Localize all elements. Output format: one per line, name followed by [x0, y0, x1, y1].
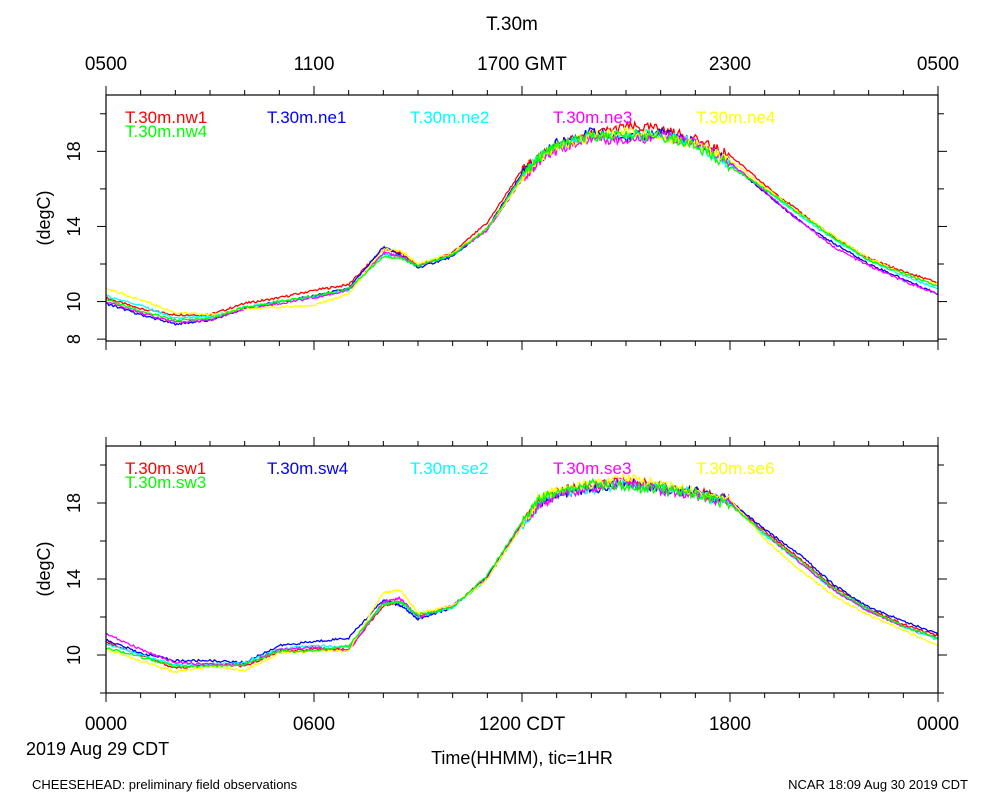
top-panel-frame [105, 94, 939, 342]
top-tick-label-0: 0500 [85, 54, 127, 75]
legend-entry-T-30m-ne1: T.30m.ne1 [267, 108, 346, 127]
bottom-tick-label-3: 1800 [709, 714, 751, 735]
legend-entry-T-30m-nw4: T.30m.nw4 [125, 122, 207, 141]
legend-entry-T-30m-sw3: T.30m.sw3 [125, 473, 206, 492]
series-line-T-30m-nw1 [105, 120, 938, 317]
top-tick-label-4: 0500 [917, 54, 959, 75]
bottom-tick-label-2: 1200 CDT [479, 714, 566, 735]
series-line-T-30m-ne4 [105, 126, 939, 316]
top-tick-label-3: 2300 [709, 54, 751, 75]
footer-right-credit: NCAR 18:09 Aug 30 2019 CDT [788, 777, 968, 792]
series-line-T-30m-se6 [105, 473, 938, 674]
plot-title: T.30m [486, 14, 538, 35]
series-line-T-30m-nw4 [105, 128, 939, 322]
top-panel-ytick-label: 14 [64, 216, 84, 236]
bottom-tick-label-4: 0000 [917, 714, 959, 735]
legend-entry-T-30m-ne4: T.30m.ne4 [696, 108, 775, 127]
series-line-T-30m-se2 [105, 477, 939, 667]
legend-entry-T-30m-sw1: T.30m.sw1 [125, 459, 206, 478]
date-label: 2019 Aug 29 CDT [26, 739, 169, 759]
legend-entry-T-30m-ne3: T.30m.ne3 [553, 108, 632, 127]
legend-entry-T-30m-se2: T.30m.se2 [410, 459, 488, 478]
bottom-panel: 10 14 18 (degC) T.30m.sw1 T.30m.sw4 T.30m.se… [34, 437, 947, 702]
bottom-panel-frame [105, 445, 939, 694]
legend-entry-T-30m-ne2: T.30m.ne2 [410, 108, 489, 127]
legend-entry-T-30m-nw1: T.30m.nw1 [125, 108, 207, 127]
series-line-T-30m-ne1 [105, 126, 939, 326]
bottom-panel-ytick-label: 18 [64, 493, 84, 513]
bottom-panel-ytick-label: 10 [64, 645, 84, 665]
legend-entry-T-30m-se6: T.30m.se6 [696, 459, 774, 478]
bottom-tick-label-0: 0000 [85, 714, 127, 735]
legend-entry-T-30m-se3: T.30m.se3 [553, 459, 631, 478]
bottom-panel-ylabel: (degC) [34, 541, 54, 596]
bottom-panel-ytick-label: 14 [64, 569, 84, 589]
series-line-T-30m-ne3 [105, 130, 939, 324]
footer-left-credit: CHEESEHEAD: preliminary field observatio… [32, 777, 298, 792]
top-tick-label-1: 1100 [294, 54, 335, 75]
legend-entry-T-30m-sw4: T.30m.sw4 [267, 459, 348, 478]
x-axis-label: Time(HHMM), tic=1HR [431, 748, 613, 768]
top-panel-ylabel: (degC) [34, 190, 54, 245]
top-panel-ytick-label: 10 [64, 292, 84, 312]
bottom-tick-label-1: 0600 [293, 714, 335, 735]
top-panel-ytick-label: 18 [64, 141, 84, 161]
top-panel: 8 10 14 18 (degC) T.30m.nw1 T.30m.ne1 T.30m.n… [34, 86, 947, 350]
series-line-T-30m-sw3 [105, 477, 939, 669]
top-panel-ytick-label: 8 [64, 334, 84, 344]
top-tick-label-2: 1700 GMT [477, 54, 567, 75]
series-line-T-30m-ne2 [105, 128, 938, 320]
